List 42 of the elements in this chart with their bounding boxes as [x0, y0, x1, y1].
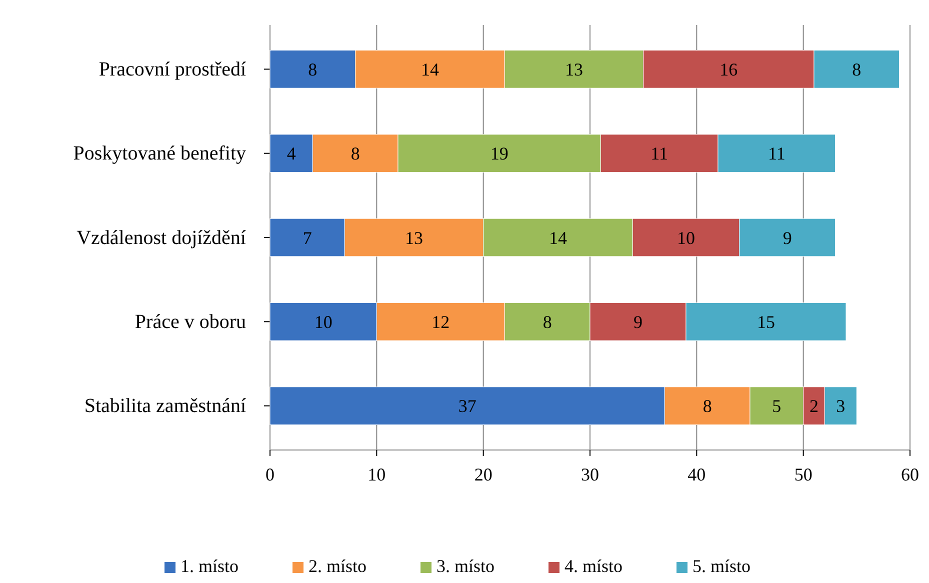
data-label: 9 [634, 312, 642, 332]
data-label: 13 [565, 59, 583, 80]
data-label: 13 [405, 228, 423, 248]
x-tick-label: 20 [474, 464, 492, 485]
y-tick-label: Vzdálenost dojíždění [76, 226, 246, 249]
data-label: 11 [650, 144, 668, 164]
legend-label: 1. místo [180, 556, 239, 576]
data-label: 10 [314, 312, 332, 332]
data-label: 37 [458, 396, 476, 416]
data-label: 15 [757, 312, 775, 332]
y-tick-label: Stabilita zaměstnání [84, 395, 246, 418]
data-label: 8 [308, 59, 318, 80]
data-label: 14 [549, 228, 567, 248]
data-label: 5 [772, 396, 782, 416]
data-label: 3 [836, 396, 846, 416]
data-label: 10 [677, 228, 695, 248]
data-label: 16 [720, 59, 738, 80]
data-label: 9 [782, 228, 792, 248]
data-label: 7 [302, 228, 312, 248]
y-tick-label: Poskytované benefity [73, 142, 246, 165]
data-label: 19 [490, 144, 508, 164]
legend-label: 3. místo [436, 556, 495, 576]
y-tick-label: Práce v oboru [134, 311, 246, 334]
data-label: 2 [810, 396, 818, 416]
data-label: 8 [350, 144, 360, 164]
data-label: 11 [768, 144, 786, 164]
legend-label: 4. místo [564, 556, 623, 576]
y-tick-label: Pracovní prostředí [98, 58, 246, 81]
x-tick-label: 50 [794, 464, 812, 485]
data-label: 4 [286, 144, 296, 164]
legend-label: 5. místo [692, 556, 751, 576]
x-tick-label: 60 [901, 464, 919, 485]
legend-label: 2. místo [308, 556, 367, 576]
x-tick-label: 10 [368, 464, 386, 485]
data-label: 12 [432, 312, 450, 332]
data-label: 8 [852, 59, 862, 80]
data-label: 14 [421, 59, 439, 80]
data-label: 8 [542, 312, 552, 332]
data-label: 8 [702, 396, 712, 416]
x-tick-label: 40 [688, 464, 706, 485]
x-tick-label: 0 [266, 464, 274, 485]
x-tick-label: 30 [581, 464, 599, 485]
